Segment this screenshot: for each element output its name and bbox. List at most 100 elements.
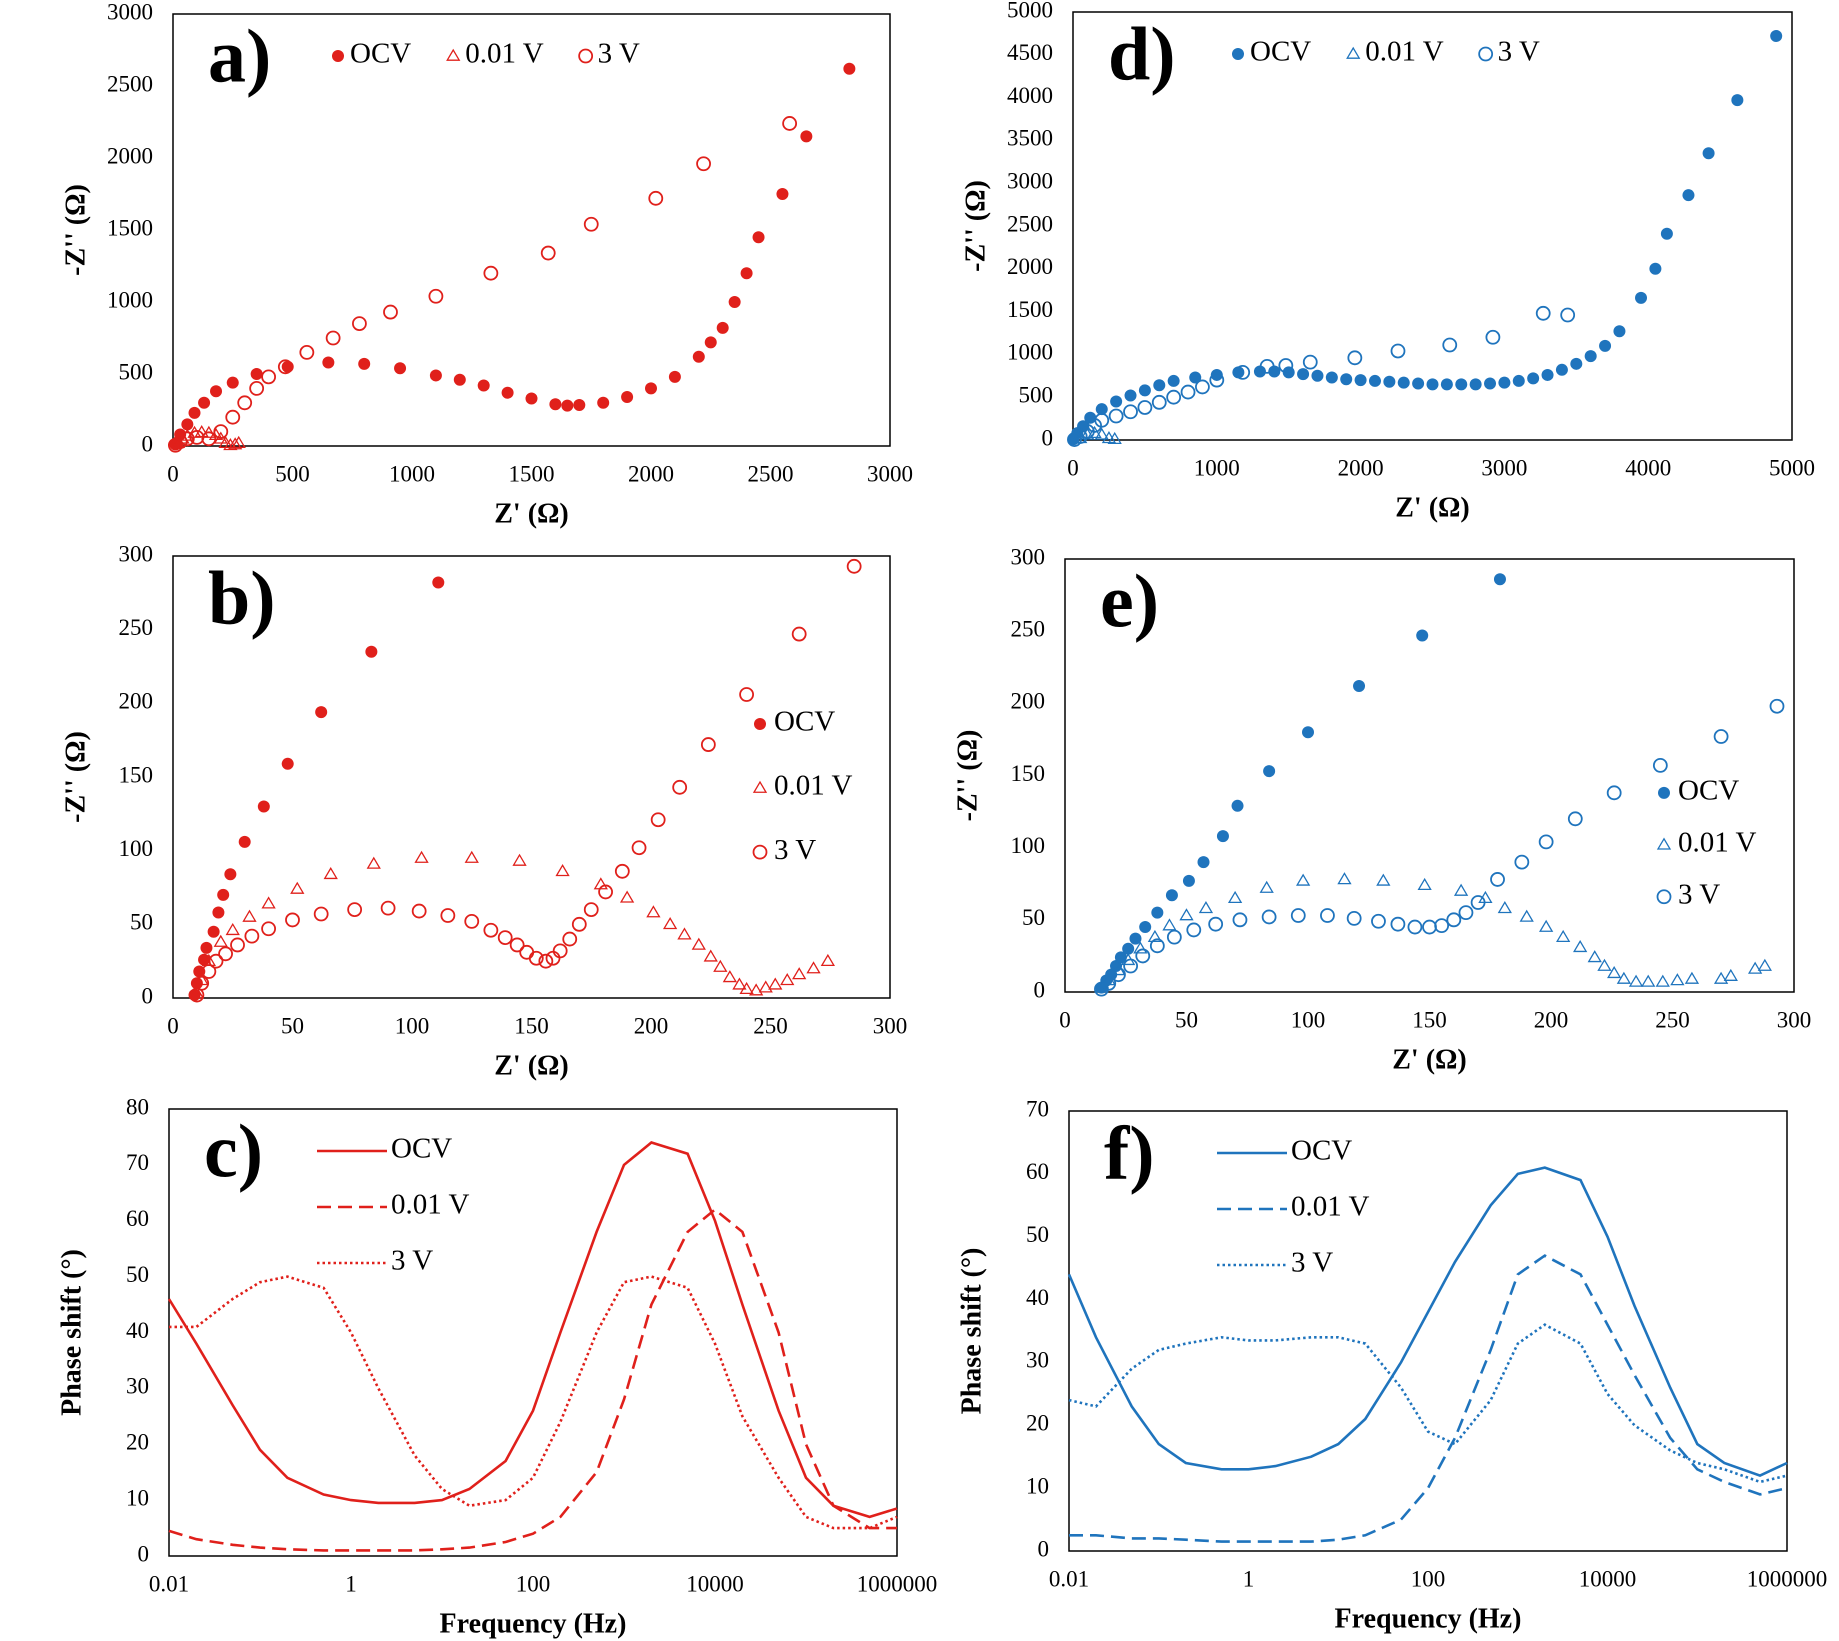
marker-filled-circle — [1124, 389, 1137, 402]
marker-triangle — [189, 986, 205, 999]
marker-triangle — [1497, 901, 1512, 914]
marker-triangle — [512, 853, 527, 866]
x-tick-label: 0 — [1059, 1007, 1071, 1032]
marker-filled-circle — [645, 382, 657, 395]
panel-label: a) — [208, 14, 271, 98]
marker-triangle — [1087, 425, 1102, 439]
plot-frame — [1068, 1110, 1788, 1552]
marker-open-circle — [1209, 372, 1225, 388]
plot-frame — [1064, 558, 1795, 993]
marker-filled-circle — [1570, 357, 1583, 370]
marker-open-circle — [1514, 854, 1530, 870]
marker-filled-circle — [1354, 374, 1367, 387]
legend-label: 0.01 V — [465, 38, 543, 70]
marker-triangle — [1519, 909, 1534, 922]
marker-filled-circle — [1232, 48, 1244, 60]
marker-open-circle — [483, 265, 499, 281]
marker-open-circle — [347, 902, 363, 917]
y-tick-label: 3000 — [107, 0, 153, 24]
y-tick-label: 10 — [126, 1485, 149, 1510]
marker-open-circle — [1535, 305, 1551, 321]
marker-open-circle — [380, 900, 396, 916]
y-tick-label: 4500 — [1007, 40, 1053, 65]
marker-open-circle — [218, 946, 233, 962]
marker-triangle — [1453, 883, 1469, 896]
series-line — [169, 1275, 898, 1530]
x-tick-label: 200 — [634, 1013, 669, 1038]
marker-open-circle — [1261, 909, 1277, 925]
marker-open-circle — [1151, 394, 1167, 410]
marker-open-circle — [1371, 913, 1386, 929]
marker-triangle — [1539, 919, 1554, 932]
marker-open-circle — [1101, 975, 1117, 991]
marker-filled-circle — [394, 362, 407, 375]
marker-triangle — [446, 48, 461, 61]
marker-open-circle — [464, 913, 480, 929]
marker-triangle — [1713, 971, 1729, 984]
marker-filled-circle — [1095, 403, 1108, 416]
marker-open-circle — [428, 288, 444, 304]
marker-open-circle — [352, 316, 367, 332]
marker-filled-circle — [1197, 856, 1210, 869]
marker-filled-circle — [573, 398, 586, 411]
marker-triangle — [1094, 427, 1109, 440]
marker-filled-circle — [1268, 365, 1281, 378]
x-tick-label: 1000 — [389, 461, 435, 486]
marker-open-circle — [1652, 757, 1668, 773]
marker-filled-circle — [1129, 932, 1142, 945]
marker-triangle — [739, 981, 754, 995]
marker-filled-circle — [1635, 291, 1648, 304]
marker-triangle — [242, 909, 257, 922]
marker-triangle — [732, 977, 747, 990]
y-tick-label: 80 — [126, 1094, 149, 1119]
marker-open-circle — [1290, 908, 1306, 923]
x-tick-label: 1000 — [1194, 455, 1240, 480]
marker-open-circle — [562, 931, 578, 947]
marker-filled-circle — [752, 231, 765, 244]
y-tick-label: 20 — [1026, 1411, 1049, 1436]
x-tick-label: 2500 — [748, 461, 794, 486]
marker-filled-circle — [1541, 368, 1554, 381]
marker-triangle — [1107, 431, 1122, 444]
marker-open-circle — [225, 409, 241, 425]
marker-filled-circle — [200, 941, 213, 954]
marker-filled-circle — [1383, 375, 1396, 388]
x-tick-label: 300 — [1777, 1007, 1812, 1032]
marker-triangle — [1337, 872, 1352, 885]
marker-open-circle — [1442, 337, 1458, 353]
y-tick-label: 60 — [1026, 1159, 1049, 1184]
legend-label: 3 V — [1498, 36, 1540, 68]
x-tick-label: 10000 — [1579, 1566, 1637, 1591]
marker-triangle — [1656, 837, 1672, 850]
y-tick-label: 1500 — [1007, 297, 1053, 322]
marker-open-circle — [1302, 354, 1318, 370]
marker-triangle — [223, 437, 238, 451]
marker-open-circle — [1166, 389, 1182, 405]
x-tick-label: 100 — [516, 1571, 551, 1596]
marker-filled-circle — [1440, 378, 1453, 391]
marker-filled-circle — [1325, 371, 1338, 384]
marker-triangle — [1723, 968, 1738, 981]
marker-filled-circle — [332, 50, 344, 62]
marker-filled-circle — [226, 376, 239, 389]
marker-open-circle — [598, 884, 613, 900]
panel-label: d) — [1108, 12, 1176, 96]
marker-filled-circle — [1649, 262, 1662, 275]
y-tick-label: 3000 — [1007, 168, 1053, 193]
marker-open-circle — [1123, 958, 1139, 974]
y-tick-label: 5000 — [1007, 0, 1053, 22]
marker-open-circle — [285, 912, 300, 928]
x-tick-label: 0 — [167, 1013, 179, 1038]
x-tick-label: 1500 — [509, 461, 555, 486]
marker-triangle — [1259, 880, 1274, 893]
x-tick-label: 4000 — [1625, 455, 1671, 480]
marker-filled-circle — [1340, 373, 1353, 386]
marker-open-circle — [1320, 908, 1335, 923]
marker-filled-circle — [1210, 368, 1223, 381]
x-tick-label: 1000000 — [1747, 1566, 1828, 1591]
marker-triangle — [758, 980, 773, 993]
marker-open-circle — [383, 304, 398, 320]
y-axis-label: -Z'' (Ω) — [952, 730, 983, 822]
x-tick-label: 0 — [1067, 455, 1079, 480]
x-tick-label: 0.01 — [1049, 1566, 1089, 1591]
